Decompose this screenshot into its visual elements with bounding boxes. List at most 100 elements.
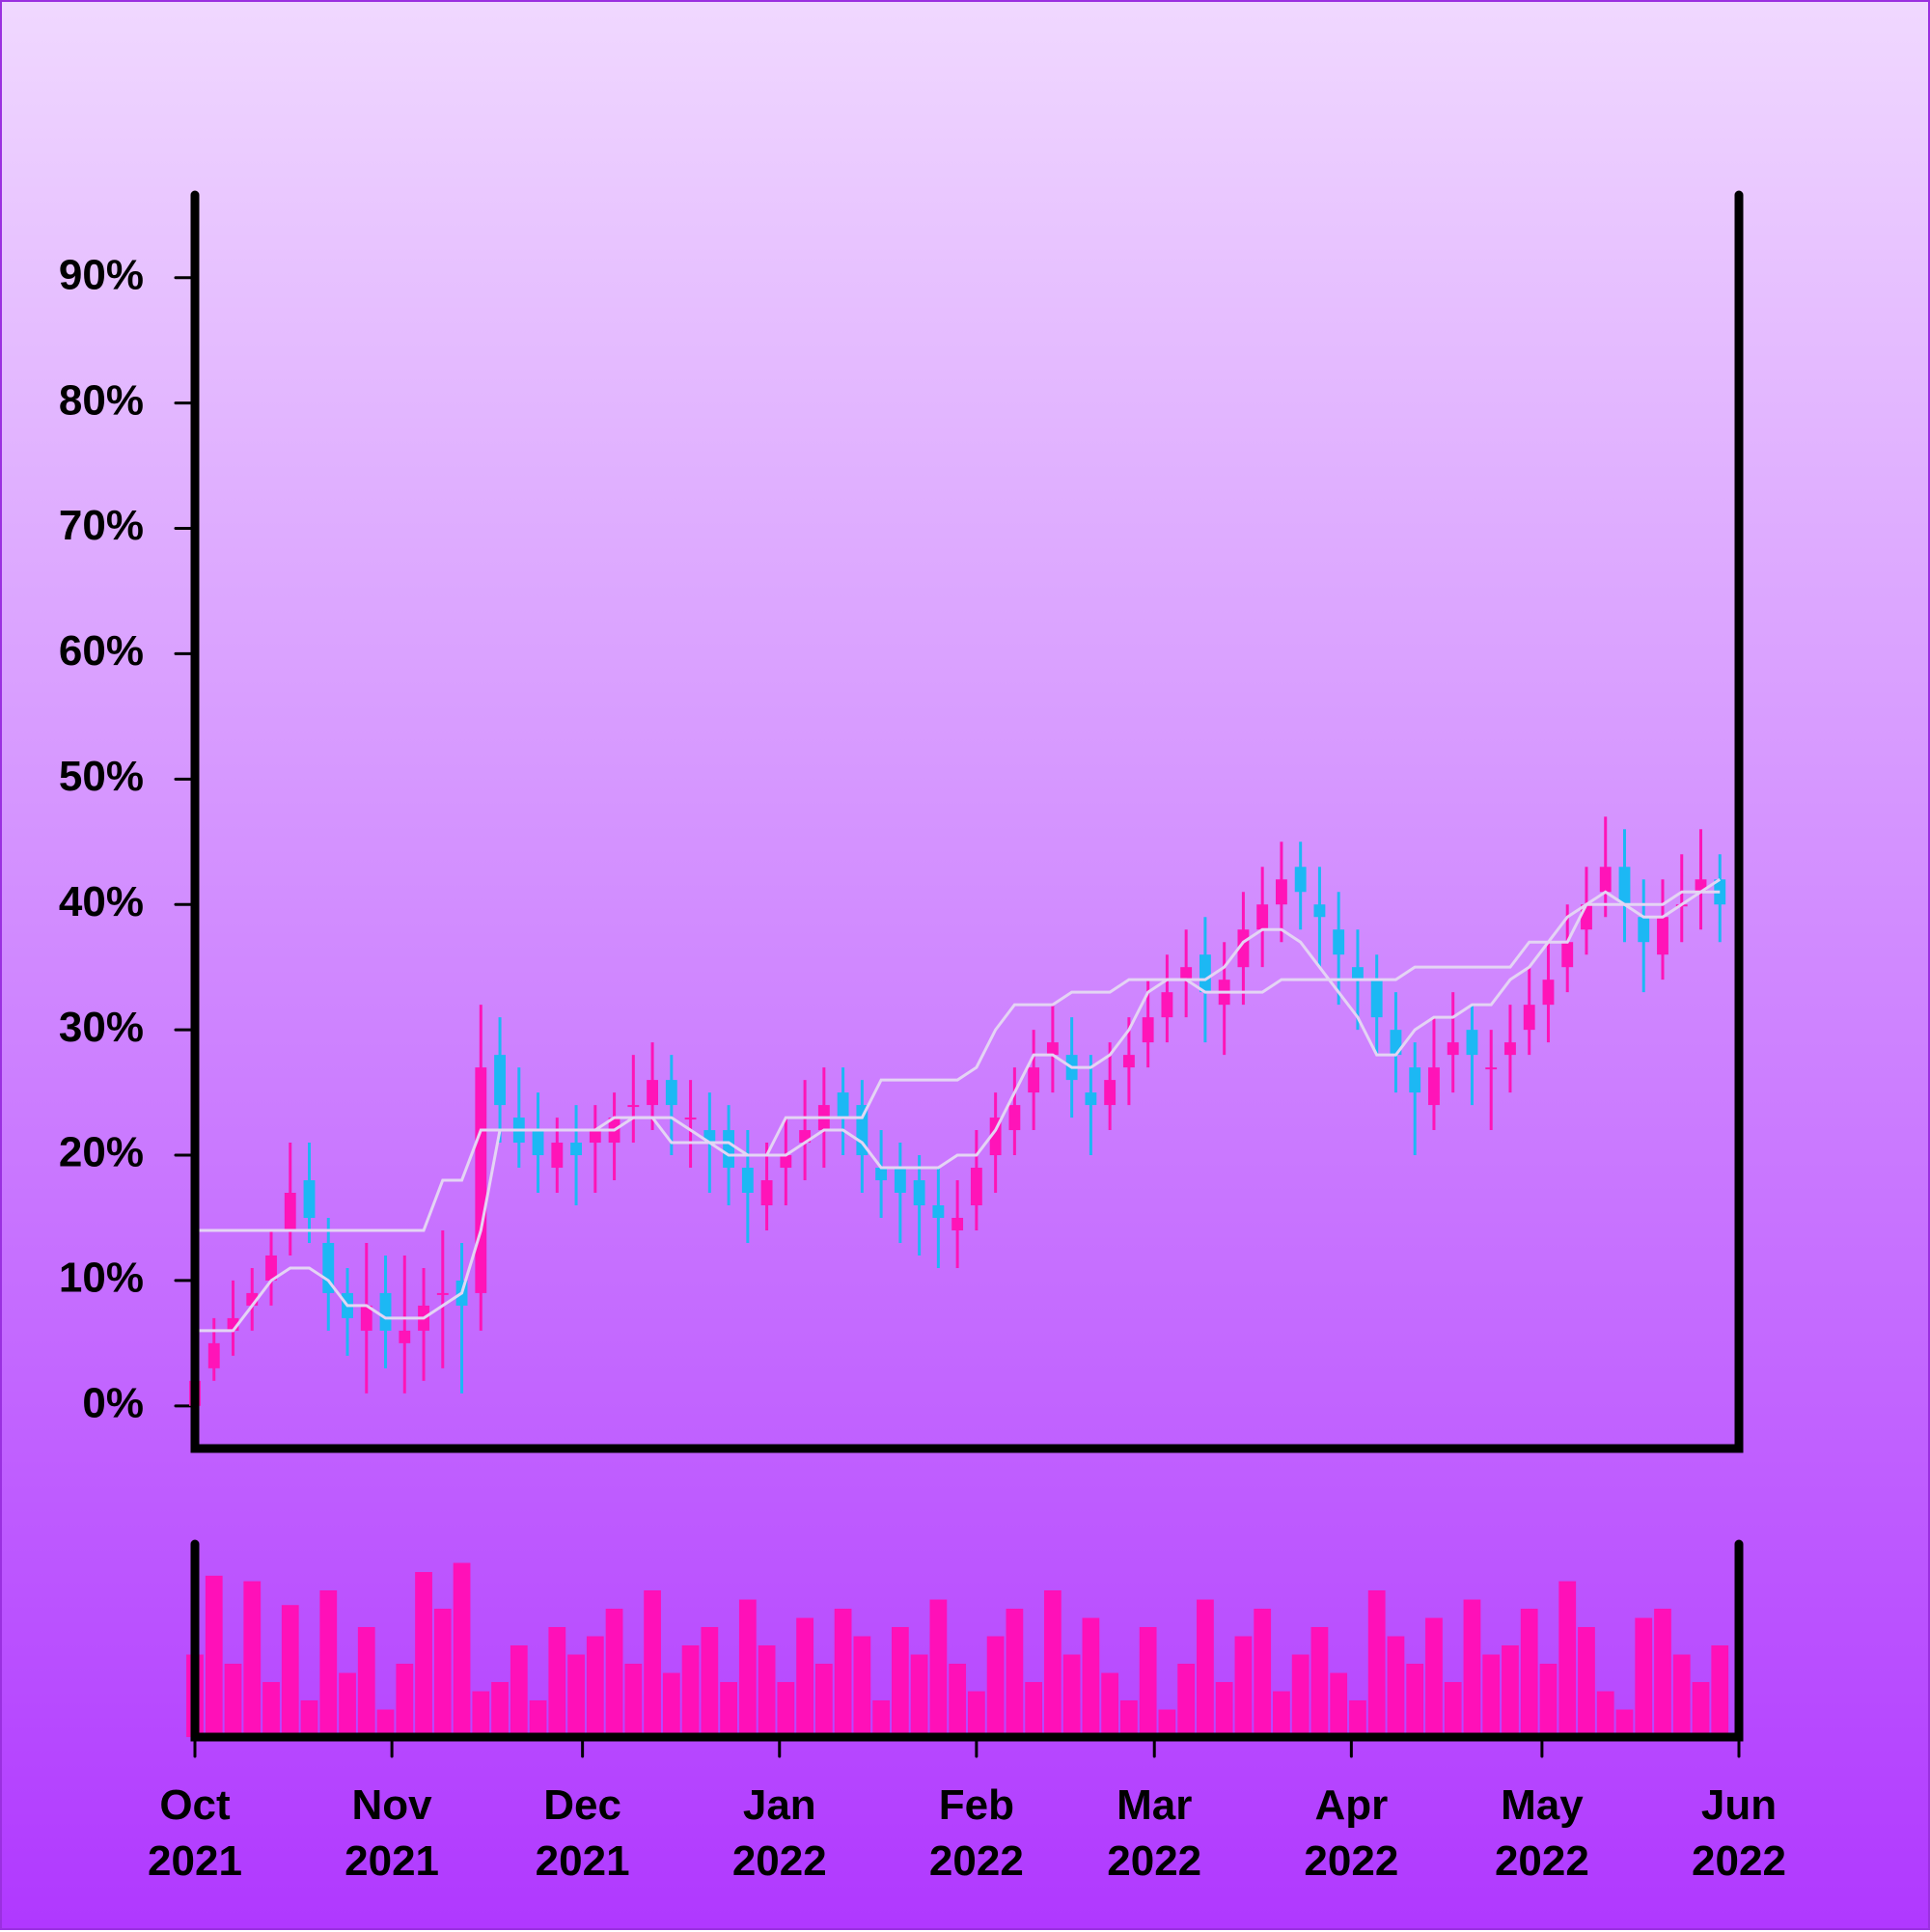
volume-bar [1387, 1636, 1405, 1737]
volume-bar [319, 1590, 338, 1737]
volume-bar [929, 1599, 948, 1737]
volume-bar [701, 1627, 719, 1737]
volume-bar [1520, 1609, 1538, 1737]
body [207, 1342, 220, 1368]
volume-bar [1635, 1617, 1653, 1737]
volume-bar [357, 1627, 375, 1737]
volume-bar [1120, 1700, 1138, 1737]
body [1104, 1080, 1117, 1106]
x-tick-label: Jan 2022 [731, 1781, 827, 1885]
body [1276, 879, 1287, 905]
volume-bar [548, 1627, 566, 1737]
body [1447, 1042, 1459, 1056]
volume-bar [1044, 1590, 1062, 1737]
body [494, 1055, 506, 1106]
volume-axis-frame [190, 1539, 1744, 1742]
body [647, 1080, 658, 1106]
y-tick-label: 50% [59, 753, 144, 800]
volume-bar [262, 1682, 280, 1737]
volume-bar [1558, 1581, 1577, 1737]
volume-bar [1254, 1609, 1272, 1737]
y-tick-label: 20% [59, 1129, 144, 1176]
volume-bar [662, 1672, 680, 1737]
body [265, 1255, 277, 1281]
x-tick-label: Dec 2021 [535, 1781, 630, 1885]
volume-bar [605, 1609, 623, 1737]
body [1370, 980, 1383, 1018]
volume-bar [949, 1664, 967, 1737]
volume-bar [1367, 1590, 1386, 1737]
body [1352, 967, 1364, 980]
y-tick-label: 60% [59, 627, 144, 675]
volume-bar [224, 1664, 242, 1737]
volume-bar [1711, 1645, 1729, 1737]
volume-bar [872, 1700, 890, 1737]
body [760, 1180, 773, 1205]
body [1390, 1030, 1402, 1056]
x-tick-label: Nov 2021 [345, 1781, 440, 1885]
volume-bar [1025, 1682, 1043, 1737]
volume-bar [339, 1672, 356, 1737]
y-tick-label: 70% [59, 502, 144, 549]
volume-bar [1215, 1682, 1233, 1737]
body [379, 1292, 392, 1331]
volume-bar [1463, 1599, 1481, 1737]
volume-bar [281, 1605, 299, 1737]
body [875, 1168, 888, 1181]
body [1409, 1067, 1421, 1093]
body [1599, 867, 1612, 893]
volume-bar [891, 1627, 909, 1737]
body [246, 1292, 259, 1306]
volume-bar [1158, 1709, 1176, 1737]
body [1657, 917, 1668, 955]
y-tick-label: 30% [59, 1004, 144, 1051]
volume-bar [738, 1599, 757, 1737]
volume-bar [1006, 1609, 1024, 1737]
x-tick-label: Oct 2021 [148, 1781, 242, 1885]
body [703, 1130, 716, 1144]
body [1199, 954, 1211, 993]
volume-bar [1615, 1709, 1634, 1737]
volume-bar [1654, 1609, 1671, 1737]
volume-bar [491, 1682, 509, 1737]
volume-bar [1197, 1599, 1214, 1737]
body [1122, 1055, 1135, 1068]
body [1333, 929, 1345, 955]
body [951, 1217, 964, 1230]
body [1542, 980, 1555, 1006]
body [1256, 904, 1269, 930]
volume-bar [1692, 1682, 1710, 1737]
volume-bar [1330, 1672, 1348, 1737]
body [1313, 904, 1326, 918]
body [1618, 867, 1631, 905]
volume-bar [777, 1682, 795, 1737]
volume-bar [472, 1691, 490, 1737]
volume-bar [624, 1664, 643, 1737]
volume-bar [453, 1562, 471, 1737]
body [1161, 992, 1173, 1018]
x-tick-label: May 2022 [1494, 1781, 1589, 1885]
body [532, 1130, 544, 1156]
x-tick-label: Apr 2022 [1304, 1781, 1399, 1885]
volume-bar [1482, 1654, 1501, 1737]
volume-bar [243, 1581, 262, 1737]
body [1523, 1005, 1535, 1031]
body [1142, 1017, 1154, 1043]
volume-bar [529, 1700, 547, 1737]
volume-bar [1444, 1682, 1462, 1737]
volume-bar [1539, 1664, 1558, 1737]
body [799, 1130, 812, 1144]
volume-bar [1062, 1654, 1081, 1737]
indicator-line [195, 878, 1722, 1333]
body [723, 1130, 735, 1169]
volume-bar [1101, 1672, 1119, 1737]
y-tick-label: 10% [59, 1255, 144, 1302]
volume-bar [1406, 1664, 1424, 1737]
y-tick-label: 90% [59, 251, 144, 298]
y-tick-label: 0% [82, 1379, 144, 1426]
body [360, 1305, 372, 1331]
volume-bar [567, 1654, 585, 1737]
volume-bar [396, 1664, 414, 1737]
volume-bar [1273, 1691, 1290, 1737]
